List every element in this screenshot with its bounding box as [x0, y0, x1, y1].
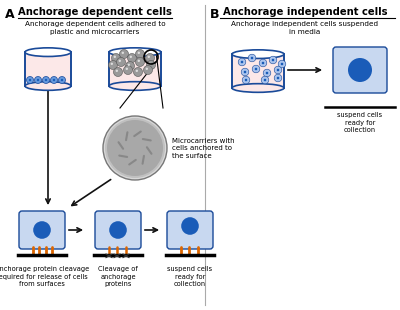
Text: Microcarriers with
cells anchored to
the surface: Microcarriers with cells anchored to the…	[172, 138, 235, 159]
Circle shape	[144, 65, 152, 74]
Circle shape	[264, 79, 266, 81]
Circle shape	[274, 74, 282, 82]
Circle shape	[116, 70, 118, 72]
Circle shape	[118, 60, 121, 62]
Bar	[232, 54, 284, 88]
Circle shape	[29, 79, 31, 81]
Circle shape	[110, 63, 113, 65]
Circle shape	[148, 55, 150, 58]
Circle shape	[263, 69, 271, 77]
Circle shape	[136, 50, 144, 59]
Circle shape	[136, 70, 138, 72]
Text: Anchorage protein cleavage
required for release of cells
from surfaces: Anchorage protein cleavage required for …	[0, 266, 89, 287]
Circle shape	[269, 56, 277, 64]
Circle shape	[252, 65, 260, 73]
Circle shape	[109, 221, 127, 239]
Circle shape	[251, 57, 253, 59]
Circle shape	[146, 54, 154, 63]
Circle shape	[281, 63, 283, 65]
Text: Anchorage dependent cells: Anchorage dependent cells	[18, 7, 172, 17]
Ellipse shape	[25, 82, 71, 90]
Circle shape	[50, 77, 58, 83]
Circle shape	[42, 77, 50, 83]
Circle shape	[114, 55, 116, 58]
Circle shape	[244, 71, 246, 73]
Circle shape	[146, 60, 156, 69]
Circle shape	[26, 77, 34, 83]
Circle shape	[255, 68, 257, 70]
Circle shape	[241, 68, 249, 76]
Circle shape	[108, 255, 110, 257]
Circle shape	[138, 51, 140, 54]
Circle shape	[146, 68, 148, 70]
Circle shape	[120, 50, 128, 59]
Circle shape	[138, 60, 140, 62]
FancyBboxPatch shape	[95, 211, 141, 249]
Circle shape	[45, 79, 47, 81]
Circle shape	[241, 61, 243, 63]
Circle shape	[259, 59, 267, 67]
Circle shape	[277, 69, 279, 71]
Text: Cleavage of
anchorage
proteins: Cleavage of anchorage proteins	[98, 266, 138, 287]
Circle shape	[116, 255, 118, 257]
Bar	[25, 52, 71, 86]
Circle shape	[348, 58, 372, 82]
Circle shape	[61, 79, 63, 81]
Circle shape	[149, 63, 151, 65]
Circle shape	[245, 79, 247, 81]
FancyBboxPatch shape	[167, 211, 213, 249]
Circle shape	[105, 118, 165, 178]
Text: suspend cells
ready for
collection: suspend cells ready for collection	[168, 266, 212, 287]
Ellipse shape	[25, 48, 71, 56]
Circle shape	[242, 76, 250, 84]
Text: A: A	[5, 8, 15, 21]
Circle shape	[262, 62, 264, 64]
Circle shape	[108, 60, 118, 69]
Circle shape	[124, 65, 132, 74]
Circle shape	[33, 221, 51, 239]
Circle shape	[126, 68, 128, 70]
Text: Anchorage dependent cells adhered to
plastic and microcarriers: Anchorage dependent cells adhered to pla…	[25, 21, 165, 35]
Circle shape	[266, 72, 268, 74]
Circle shape	[122, 51, 124, 54]
Ellipse shape	[232, 50, 284, 59]
Ellipse shape	[109, 82, 161, 90]
Circle shape	[277, 77, 279, 79]
Circle shape	[238, 58, 246, 66]
FancyBboxPatch shape	[333, 47, 387, 93]
Text: suspend cells
ready for
collection: suspend cells ready for collection	[338, 112, 382, 133]
Circle shape	[130, 55, 132, 58]
Text: B: B	[210, 8, 220, 21]
Text: Anchorage independent cells suspended
in media: Anchorage independent cells suspended in…	[232, 21, 378, 35]
Circle shape	[261, 76, 269, 84]
Circle shape	[125, 255, 127, 257]
Circle shape	[53, 79, 55, 81]
Circle shape	[272, 59, 274, 61]
Circle shape	[136, 57, 144, 67]
Bar	[109, 52, 161, 86]
Circle shape	[114, 68, 122, 77]
Bar	[232, 54, 284, 88]
Circle shape	[134, 68, 142, 77]
Circle shape	[126, 61, 134, 70]
Circle shape	[181, 217, 199, 235]
Circle shape	[248, 54, 256, 62]
Circle shape	[37, 79, 39, 81]
Circle shape	[128, 54, 136, 63]
Circle shape	[128, 64, 130, 66]
Bar	[25, 52, 71, 86]
FancyBboxPatch shape	[19, 211, 65, 249]
Ellipse shape	[232, 84, 284, 92]
Circle shape	[107, 120, 163, 176]
Circle shape	[112, 54, 120, 63]
Text: Anchorage independent cells: Anchorage independent cells	[223, 7, 387, 17]
Circle shape	[58, 77, 66, 83]
Ellipse shape	[109, 48, 161, 56]
Circle shape	[34, 77, 42, 83]
Circle shape	[274, 66, 282, 74]
Circle shape	[103, 116, 167, 180]
Circle shape	[116, 57, 126, 67]
Bar	[109, 52, 161, 86]
Circle shape	[278, 60, 286, 68]
